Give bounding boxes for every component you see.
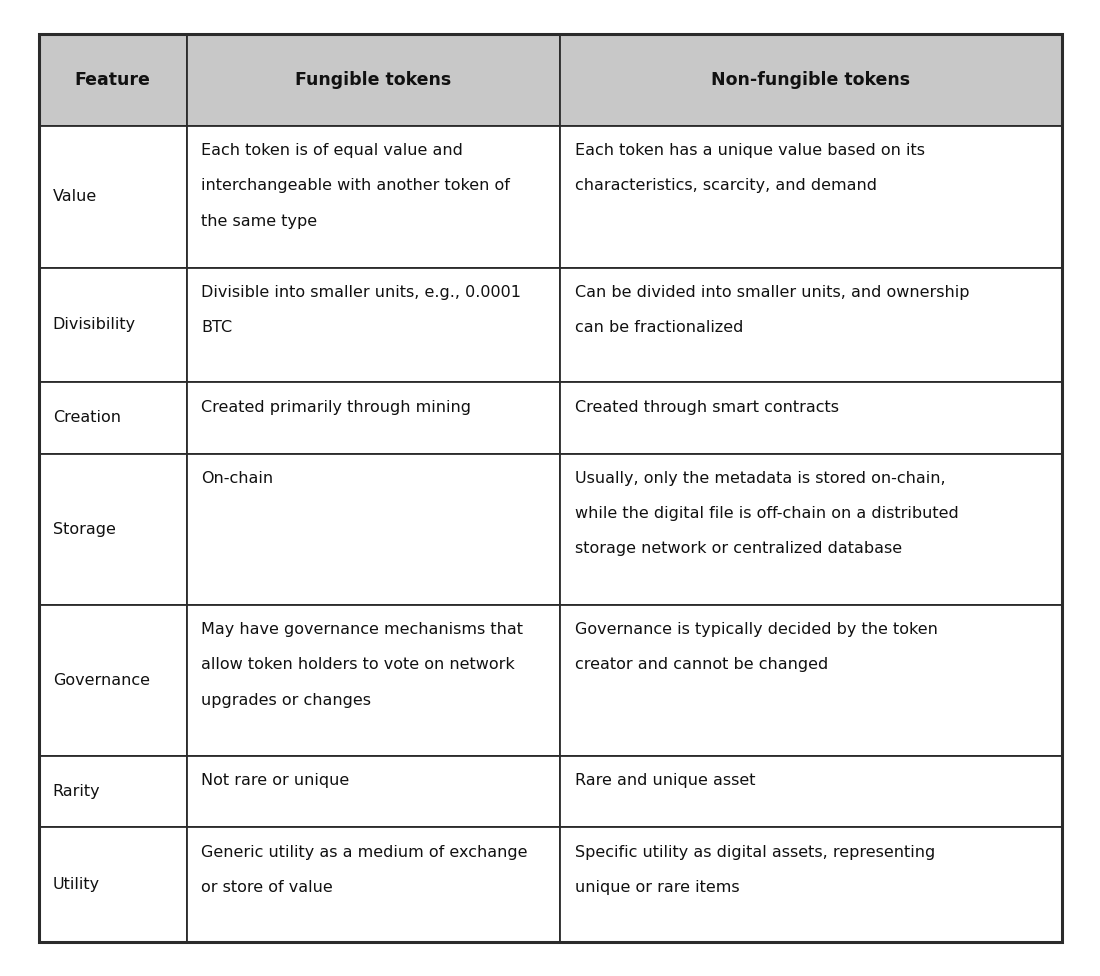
Text: May have governance mechanisms that: May have governance mechanisms that xyxy=(201,623,524,637)
Bar xyxy=(187,383,560,454)
Text: the same type: the same type xyxy=(201,214,317,228)
Bar xyxy=(187,267,560,383)
Text: Can be divided into smaller units, and ownership: Can be divided into smaller units, and o… xyxy=(574,285,969,301)
Bar xyxy=(560,34,1062,126)
Bar xyxy=(560,126,1062,267)
Text: Created primarily through mining: Created primarily through mining xyxy=(201,400,471,415)
Bar xyxy=(39,454,187,605)
Text: Non-fungible tokens: Non-fungible tokens xyxy=(712,71,911,89)
Bar xyxy=(560,454,1062,605)
Text: Feature: Feature xyxy=(75,71,151,89)
Text: allow token holders to vote on network: allow token holders to vote on network xyxy=(201,658,515,672)
Text: Usually, only the metadata is stored on-chain,: Usually, only the metadata is stored on-… xyxy=(574,471,945,486)
Bar xyxy=(187,828,560,942)
Bar xyxy=(187,34,560,126)
Text: Rare and unique asset: Rare and unique asset xyxy=(574,773,755,789)
Text: Creation: Creation xyxy=(53,411,121,426)
Text: Each token is of equal value and: Each token is of equal value and xyxy=(201,143,463,158)
Text: Value: Value xyxy=(53,189,97,204)
Bar xyxy=(39,383,187,454)
Text: storage network or centralized database: storage network or centralized database xyxy=(574,542,902,556)
Text: Divisibility: Divisibility xyxy=(53,317,136,333)
Bar xyxy=(39,755,187,828)
Bar xyxy=(187,605,560,755)
Bar xyxy=(187,755,560,828)
Text: Governance: Governance xyxy=(53,672,150,688)
Bar xyxy=(39,34,187,126)
Text: Fungible tokens: Fungible tokens xyxy=(296,71,452,89)
Text: Each token has a unique value based on its: Each token has a unique value based on i… xyxy=(574,143,924,158)
Bar xyxy=(187,126,560,267)
Text: BTC: BTC xyxy=(201,320,232,336)
Bar xyxy=(560,605,1062,755)
Bar xyxy=(39,605,187,755)
Bar xyxy=(187,454,560,605)
Text: interchangeable with another token of: interchangeable with another token of xyxy=(201,179,510,193)
Text: Specific utility as digital assets, representing: Specific utility as digital assets, repr… xyxy=(574,845,935,860)
Text: On-chain: On-chain xyxy=(201,471,273,486)
Bar xyxy=(39,126,187,267)
Bar xyxy=(39,828,187,942)
Text: Governance is typically decided by the token: Governance is typically decided by the t… xyxy=(574,623,937,637)
Text: or store of value: or store of value xyxy=(201,880,333,895)
Bar xyxy=(560,755,1062,828)
Text: characteristics, scarcity, and demand: characteristics, scarcity, and demand xyxy=(574,179,877,193)
Text: Utility: Utility xyxy=(53,877,100,892)
Text: Rarity: Rarity xyxy=(53,784,100,799)
Text: can be fractionalized: can be fractionalized xyxy=(574,320,743,336)
Bar xyxy=(39,267,187,383)
Text: Divisible into smaller units, e.g., 0.0001: Divisible into smaller units, e.g., 0.00… xyxy=(201,285,521,301)
Text: creator and cannot be changed: creator and cannot be changed xyxy=(574,658,828,672)
Text: while the digital file is off-chain on a distributed: while the digital file is off-chain on a… xyxy=(574,507,958,521)
Text: Storage: Storage xyxy=(53,522,116,537)
Bar xyxy=(560,267,1062,383)
Bar xyxy=(560,828,1062,942)
Text: Not rare or unique: Not rare or unique xyxy=(201,773,350,789)
Text: unique or rare items: unique or rare items xyxy=(574,880,739,895)
Text: Generic utility as a medium of exchange: Generic utility as a medium of exchange xyxy=(201,845,528,860)
Bar xyxy=(560,383,1062,454)
Text: upgrades or changes: upgrades or changes xyxy=(201,693,371,708)
Text: Created through smart contracts: Created through smart contracts xyxy=(574,400,838,415)
